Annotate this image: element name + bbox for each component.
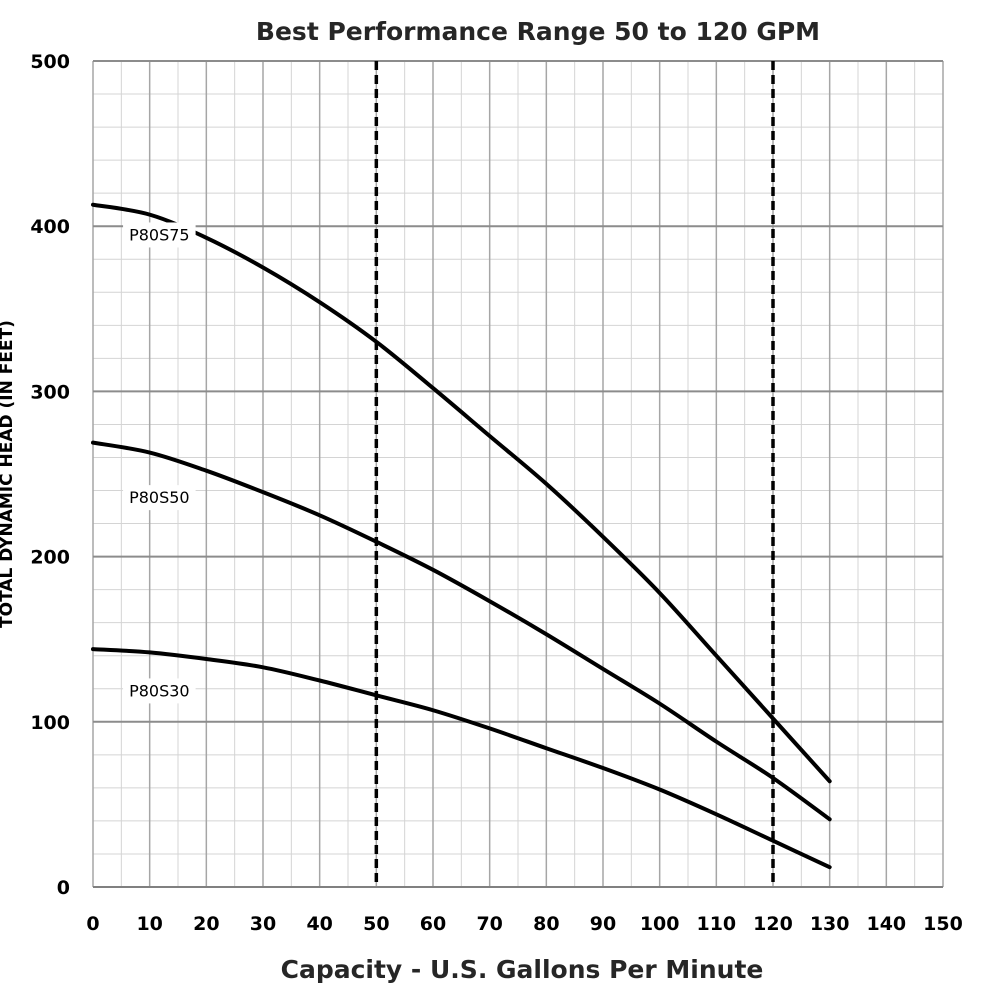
x-tick-label: 40	[306, 913, 332, 935]
x-tick-label: 0	[86, 913, 99, 935]
minor-grid	[93, 61, 943, 887]
y-tick-label: 300	[30, 381, 70, 403]
y-tick-label: 100	[30, 712, 70, 734]
curve-p80s30	[91, 647, 832, 870]
curve-label-p80s50: P80S50	[129, 488, 190, 507]
x-tick-label: 20	[193, 913, 219, 935]
curve-p80s75	[91, 202, 832, 784]
curve-label-background	[123, 222, 196, 248]
x-tick-label: 140	[866, 913, 906, 935]
curve-labels: P80S75 P80S50 P80S30	[123, 222, 196, 704]
y-axis-title: TOTAL DYNAMIC HEAD (IN FEET)	[0, 320, 17, 628]
x-tick-label: 120	[753, 913, 793, 935]
x-axis-title: Capacity - U.S. Gallons Per Minute	[281, 955, 764, 984]
x-tick-label: 10	[136, 913, 162, 935]
chart-title: Best Performance Range 50 to 120 GPM	[256, 17, 820, 46]
x-tick-label: 90	[590, 913, 616, 935]
y-tick-label: 500	[30, 51, 70, 73]
x-tick-label: 70	[476, 913, 502, 935]
x-tick-label: 100	[640, 913, 680, 935]
x-tick-label: 60	[420, 913, 446, 935]
x-tick-label: 50	[363, 913, 389, 935]
y-tick-label: 0	[57, 877, 70, 899]
x-tick-label: 80	[533, 913, 559, 935]
curve-label-background	[123, 678, 196, 704]
x-tick-label: 110	[696, 913, 736, 935]
curve-label-background	[123, 485, 196, 511]
y-tick-label: 200	[30, 547, 70, 569]
curve-label-p80s75: P80S75	[129, 225, 190, 244]
curve-p80s50	[91, 440, 832, 822]
x-tick-label: 30	[250, 913, 276, 935]
y-tick-labels: 0 100 200 300 400 500	[30, 51, 70, 899]
y-tick-label: 400	[30, 216, 70, 238]
x-tick-labels: 0 10 20 30 40 50 60 70 80 90 100 110 120 130 140 150	[86, 913, 962, 935]
reference-lines	[374, 61, 775, 887]
performance-curves	[91, 202, 832, 870]
x-tick-label: 130	[810, 913, 850, 935]
x-tick-label: 150	[923, 913, 963, 935]
curve-label-p80s30: P80S30	[129, 681, 190, 700]
